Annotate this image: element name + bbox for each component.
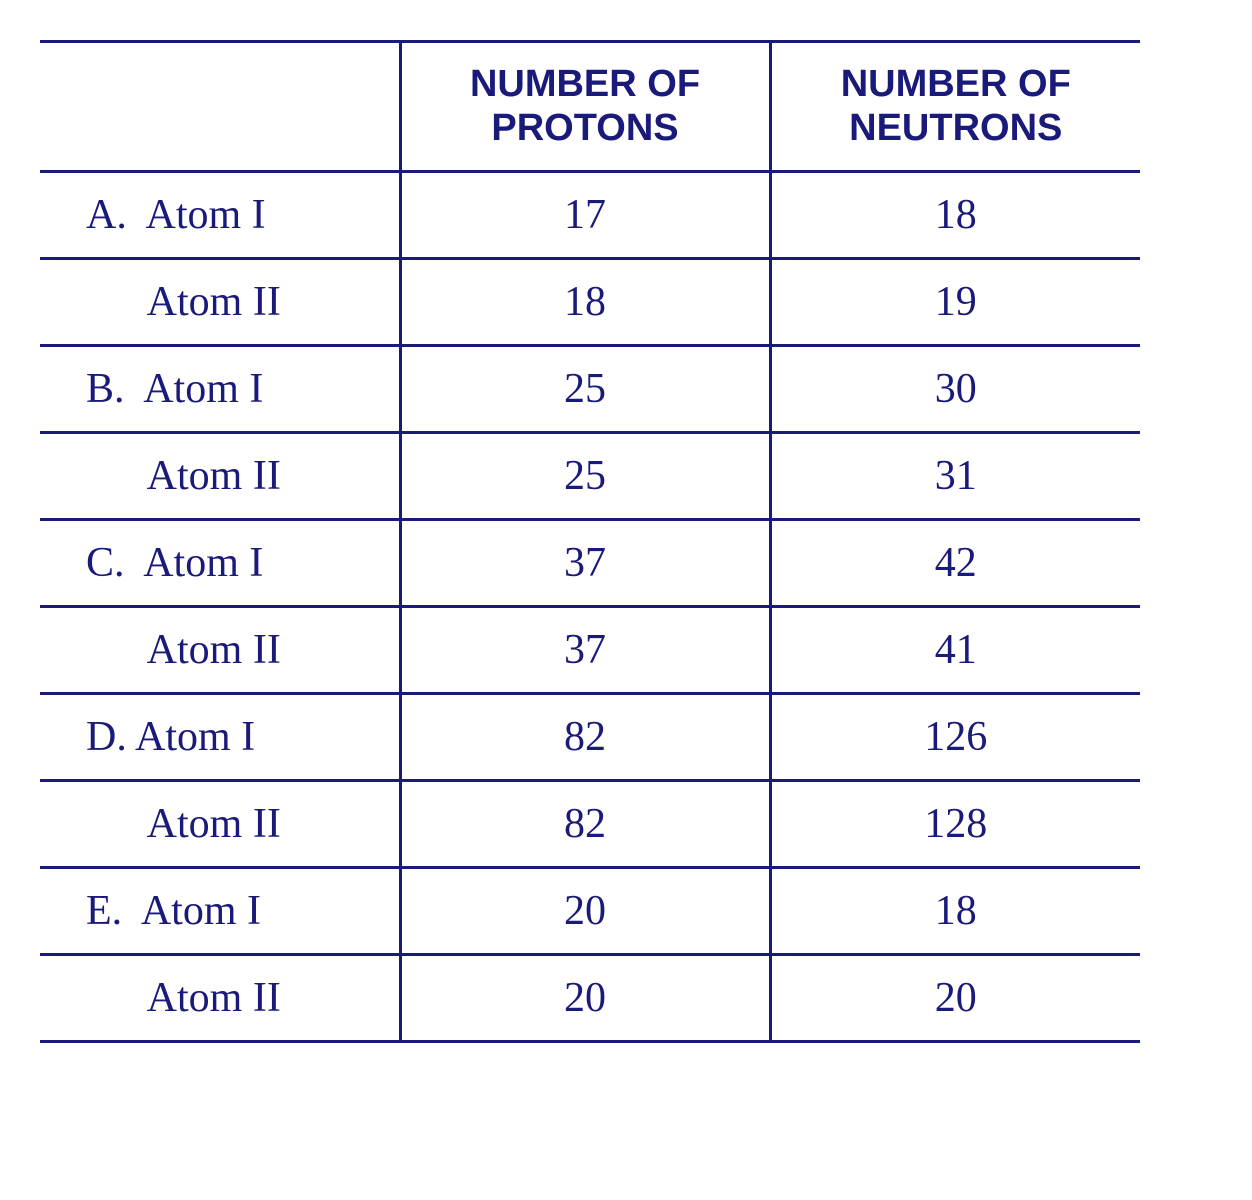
protons-cell: 82	[400, 781, 770, 868]
table-row: B. Atom I2530	[40, 346, 1140, 433]
row-label: Atom II	[40, 955, 400, 1042]
table-row: Atom II82128	[40, 781, 1140, 868]
header-protons: NUMBER OFPROTONS	[400, 42, 770, 172]
row-label: C. Atom I	[40, 520, 400, 607]
neutrons-cell: 31	[770, 433, 1140, 520]
header-blank	[40, 42, 400, 172]
protons-cell: 25	[400, 433, 770, 520]
protons-cell: 18	[400, 259, 770, 346]
table-row: Atom II2531	[40, 433, 1140, 520]
row-label: Atom II	[40, 259, 400, 346]
neutrons-cell: 20	[770, 955, 1140, 1042]
row-label: Atom II	[40, 433, 400, 520]
header-row: NUMBER OFPROTONS NUMBER OFNEUTRONS	[40, 42, 1140, 172]
table-row: C. Atom I3742	[40, 520, 1140, 607]
row-label: A. Atom I	[40, 172, 400, 259]
neutrons-cell: 19	[770, 259, 1140, 346]
neutrons-cell: 42	[770, 520, 1140, 607]
table-row: Atom II2020	[40, 955, 1140, 1042]
neutrons-cell: 18	[770, 868, 1140, 955]
neutrons-cell: 126	[770, 694, 1140, 781]
protons-cell: 20	[400, 868, 770, 955]
row-label: D. Atom I	[40, 694, 400, 781]
table-body: A. Atom I1718 Atom II1819B. Atom I2530 A…	[40, 172, 1140, 1042]
protons-cell: 20	[400, 955, 770, 1042]
protons-cell: 82	[400, 694, 770, 781]
row-label: Atom II	[40, 607, 400, 694]
table-row: Atom II3741	[40, 607, 1140, 694]
protons-cell: 25	[400, 346, 770, 433]
neutrons-cell: 41	[770, 607, 1140, 694]
table-row: D. Atom I82126	[40, 694, 1140, 781]
table-row: A. Atom I1718	[40, 172, 1140, 259]
neutrons-cell: 128	[770, 781, 1140, 868]
neutrons-cell: 18	[770, 172, 1140, 259]
protons-cell: 17	[400, 172, 770, 259]
protons-cell: 37	[400, 520, 770, 607]
table-row: E. Atom I2018	[40, 868, 1140, 955]
header-neutrons: NUMBER OFNEUTRONS	[770, 42, 1140, 172]
table-row: Atom II1819	[40, 259, 1140, 346]
neutrons-cell: 30	[770, 346, 1140, 433]
row-label: Atom II	[40, 781, 400, 868]
row-label: E. Atom I	[40, 868, 400, 955]
protons-cell: 37	[400, 607, 770, 694]
atoms-table: NUMBER OFPROTONS NUMBER OFNEUTRONS A. At…	[40, 40, 1140, 1043]
row-label: B. Atom I	[40, 346, 400, 433]
